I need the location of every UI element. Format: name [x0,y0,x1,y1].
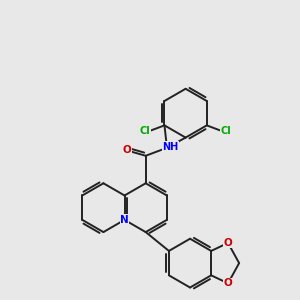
Text: Cl: Cl [140,126,150,136]
Text: NH: NH [162,142,178,152]
Text: N: N [120,215,129,225]
Text: O: O [224,238,233,248]
Text: O: O [224,278,233,288]
Text: O: O [123,146,131,155]
Text: Cl: Cl [221,126,232,136]
